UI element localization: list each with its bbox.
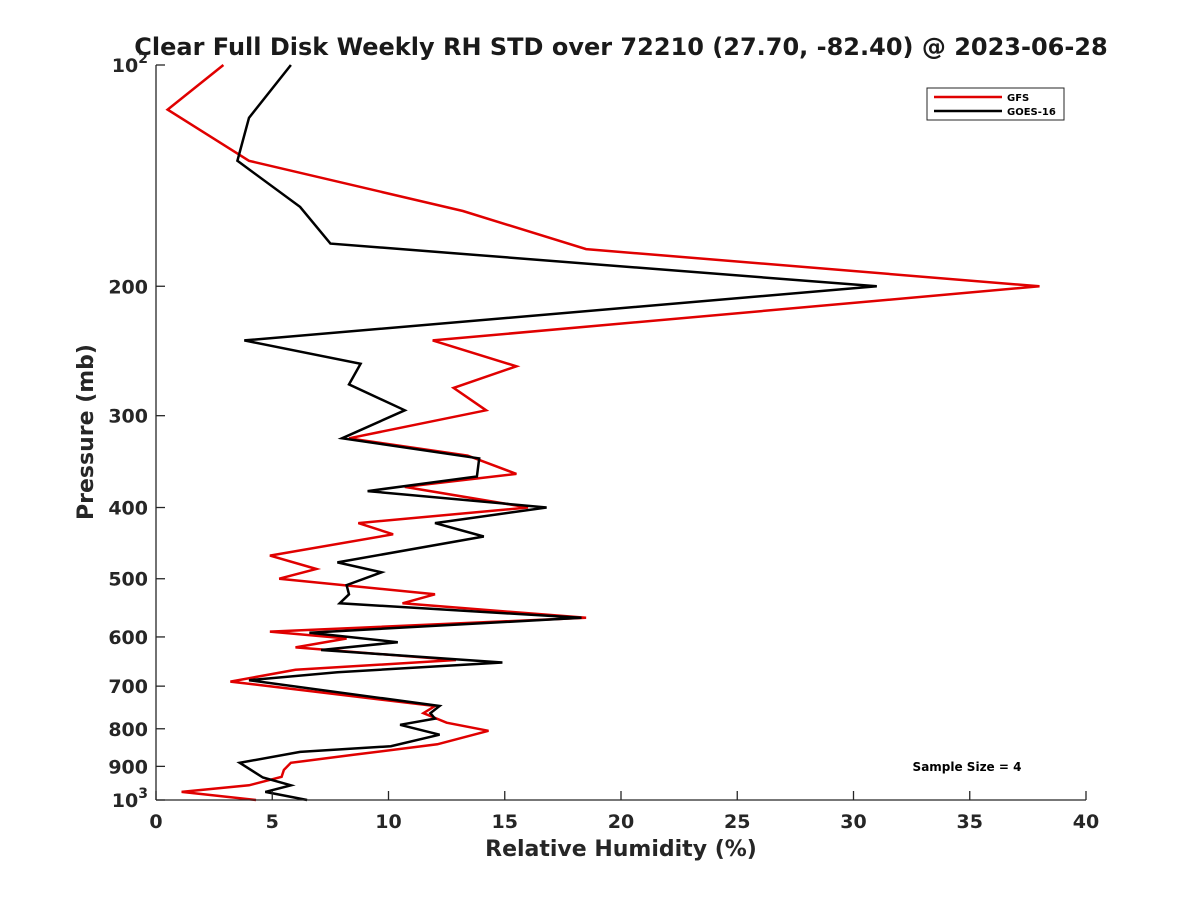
legend-label-gfs: GFS bbox=[1007, 93, 1029, 104]
x-tick-label: 5 bbox=[266, 811, 279, 833]
x-tick-label: 15 bbox=[492, 811, 518, 833]
x-tick-label: 10 bbox=[375, 811, 401, 833]
x-tick-label: 30 bbox=[840, 811, 866, 833]
series-line-1 bbox=[235, 64, 877, 802]
y-tick-label: 600 bbox=[108, 627, 148, 649]
x-ticks: 0 5 10 15 20 25 30 35 40 bbox=[149, 791, 1099, 833]
y-ticks: 102 200 300 400 500 600 700 800 900 103 bbox=[108, 51, 165, 812]
y-axis-label: Pressure (mb) bbox=[74, 344, 99, 520]
sample-size-annotation: Sample Size = 4 bbox=[913, 760, 1022, 774]
y-tick-label: 400 bbox=[108, 498, 148, 520]
series-layer bbox=[165, 64, 1040, 802]
chart-title: Clear Full Disk Weekly RH STD over 72210… bbox=[134, 33, 1107, 61]
series-line-0 bbox=[165, 64, 1040, 802]
x-axis-label: Relative Humidity (%) bbox=[485, 837, 757, 862]
y-tick-label: 500 bbox=[108, 569, 148, 591]
y-tick-label: 900 bbox=[108, 756, 148, 778]
x-tick-label: 0 bbox=[149, 811, 162, 833]
y-tick-label: 700 bbox=[108, 676, 148, 698]
y-tick-label: 300 bbox=[108, 406, 148, 428]
x-tick-label: 20 bbox=[608, 811, 634, 833]
x-tick-label: 40 bbox=[1073, 811, 1099, 833]
legend-label-goes16: GOES-16 bbox=[1007, 107, 1056, 118]
y-tick-label: 800 bbox=[108, 719, 148, 741]
x-tick-label: 25 bbox=[724, 811, 750, 833]
legend-box bbox=[926, 87, 1065, 121]
y-tick-label: 102 bbox=[112, 51, 148, 77]
legend: GFS GOES-16 bbox=[926, 87, 1065, 121]
y-tick-label: 200 bbox=[108, 276, 148, 298]
y-tick-label: 103 bbox=[112, 786, 148, 812]
x-tick-label: 35 bbox=[957, 811, 983, 833]
